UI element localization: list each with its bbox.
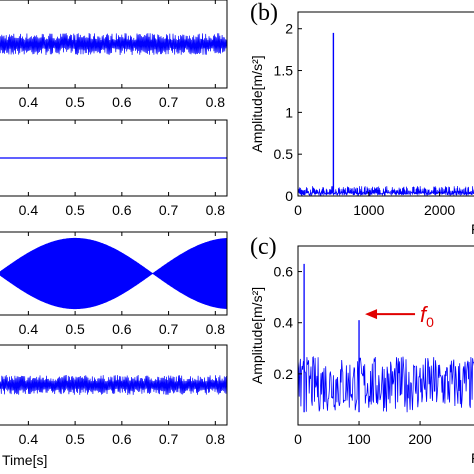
y-tick-label: 1.5	[274, 63, 294, 79]
time-panel-2: 0.4 0.5 0.6 0.7 0.8	[0, 119, 228, 218]
y-tick-label: 0	[285, 188, 293, 204]
time-panel-4: 0.4 0.5 0.6 0.7 0.8 Time[s]	[0, 344, 228, 468]
x-tick-label: 200	[408, 431, 432, 447]
x-tick-label: 0.8	[206, 321, 226, 337]
axes-frame	[0, 231, 228, 316]
x-tick-label: 100	[347, 431, 371, 447]
x-axis-label: Freq	[471, 450, 474, 466]
x-tick-label: 0.8	[206, 202, 226, 218]
panel-b: (b) 0 1000 2000 0 0.5 1 1.5 2 Amplitude[m/s²] Freq	[249, 0, 474, 237]
left-panels: 0.4 0.5 0.6 0.7 0.80.4 0.5 0.6 0.7 0.80.4 0.5 0.6 0…	[0, 0, 228, 468]
x-tick-label: 0.6	[112, 431, 132, 447]
x-tick-label: 0.6	[112, 202, 132, 218]
panel-letter: (b)	[250, 0, 278, 26]
x-tick-label: 0	[294, 202, 302, 218]
x-tick-label: 0.7	[159, 202, 179, 218]
annotation-label-sub: 0	[426, 314, 434, 330]
x-tick-label: 0.8	[206, 431, 226, 447]
x-tick-label: 0.4	[19, 94, 39, 110]
x-tick-label: 0.5	[65, 431, 85, 447]
y-tick-label: 0.2	[274, 366, 294, 382]
axes-frame	[0, 344, 228, 426]
y-axis-label: Amplitude[m/s²]	[249, 55, 265, 152]
x-tick-label: 0.8	[206, 94, 226, 110]
x-tick-label: 0.5	[65, 94, 85, 110]
x-tick-label: 0.7	[159, 431, 179, 447]
x-tick-label: 0.7	[159, 94, 179, 110]
x-tick-label: 0.5	[65, 202, 85, 218]
x-tick-label: 0.5	[65, 321, 85, 337]
y-tick-label: 2	[285, 21, 293, 37]
time-panel-1: 0.4 0.5 0.6 0.7 0.8	[0, 0, 228, 110]
x-tick-label: 0.4	[19, 202, 39, 218]
y-tick-label: 0.6	[274, 264, 294, 280]
axes-frame	[0, 119, 228, 197]
x-tick-label: 0.4	[19, 431, 39, 447]
y-tick-label: 0.4	[274, 315, 294, 331]
y-tick-label: 1	[285, 104, 293, 120]
annotation-arrow-head	[365, 309, 378, 320]
noise-trace	[0, 32, 228, 56]
x-tick-label: 0.4	[19, 321, 39, 337]
noise-trace	[0, 374, 228, 396]
spectrum-trace	[297, 355, 474, 413]
x-axis-label: Freq	[471, 221, 474, 237]
spectrum-trace	[297, 185, 474, 197]
x-tick-label: 1000	[353, 202, 384, 218]
beat-envelope-fill	[0, 237, 228, 310]
panel-letter: (c)	[250, 234, 277, 260]
x-tick-label: 0.7	[159, 321, 179, 337]
axes-frame	[297, 11, 474, 197]
x-tick-label: 0.6	[112, 321, 132, 337]
y-axis-label: Amplitude[m/s²]	[249, 287, 265, 384]
axes-frame	[0, 0, 228, 89]
annotation-label: f0	[420, 302, 434, 330]
x-axis-label: Time[s]	[2, 452, 47, 468]
x-tick-label: 0	[294, 431, 302, 447]
annotation-label-base: f	[420, 302, 429, 327]
x-tick-label: 2000	[424, 202, 455, 218]
x-tick-label: 0.6	[112, 94, 132, 110]
time-panel-3: 0.4 0.5 0.6 0.7 0.8	[0, 231, 228, 337]
axes-frame	[297, 245, 474, 426]
y-tick-label: 0.5	[274, 146, 294, 162]
